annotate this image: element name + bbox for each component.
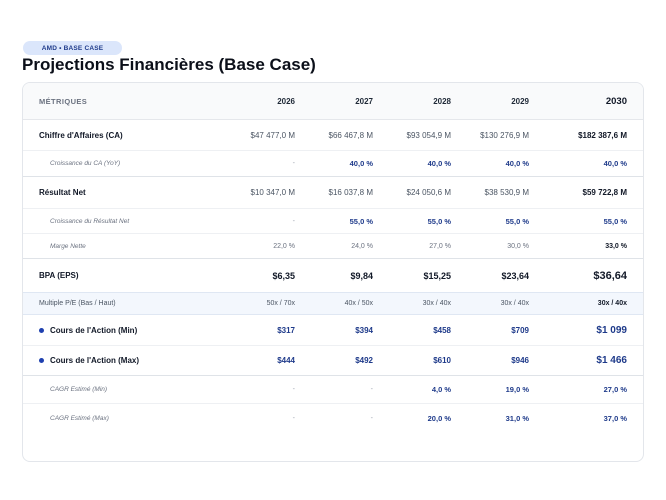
cell-2026: - [292, 217, 295, 225]
row-label: Multiple P/E (Bas / Haut) [39, 300, 116, 307]
row-label: Croissance du CA (YoY) [50, 160, 121, 167]
cell-2029: $38 530,9 M [484, 188, 529, 197]
cell-2029: 19,0 % [505, 385, 529, 394]
cell-2030: 40,0 % [603, 159, 627, 168]
header-year-2026: 2026 [277, 96, 295, 106]
cell-2027: 55,0 % [349, 216, 373, 226]
cell-2028: 55,0 % [427, 216, 451, 226]
table-row-pe-multiple: Multiple P/E (Bas / Haut) 50x / 70x 40x … [23, 292, 643, 315]
row-label: Marge Nette [50, 242, 86, 250]
projections-table: MÉTRIQUES 2026 2027 2028 2029 2030 Chiff… [22, 82, 644, 462]
cell-2030: $1 466 [596, 355, 627, 366]
table-row-ca-growth: Croissance du CA (YoY) - 40,0 % 40,0 % 4… [23, 151, 643, 177]
cell-2030: $59 722,8 M [582, 188, 627, 197]
row-label: Résultat Net [39, 188, 86, 197]
cell-2028: $458 [433, 325, 451, 335]
cell-2028: $93 054,9 M [406, 130, 451, 140]
row-label-wrap: Cours de l'Action (Min) [39, 315, 137, 345]
cell-2029: $23,64 [501, 270, 529, 281]
table-header: MÉTRIQUES 2026 2027 2028 2029 2030 [23, 83, 643, 120]
row-label: Chiffre d'Affaires (CA) [39, 130, 123, 140]
cell-2030: 37,0 % [603, 413, 627, 423]
cell-2029: 30,0 % [507, 242, 529, 250]
header-year-2028: 2028 [433, 96, 451, 106]
cell-2026: $444 [277, 356, 295, 365]
header-metrics-label: MÉTRIQUES [39, 96, 88, 106]
header-year-2029: 2029 [511, 96, 529, 106]
cell-2029: 30x / 40x [500, 300, 529, 307]
table-row-price-min: Cours de l'Action (Min) $317 $394 $458 $… [23, 315, 643, 346]
cell-2026: - [292, 386, 295, 393]
table-row-cagr-min: CAGR Estimé (Min) - - 4,0 % 19,0 % 27,0 … [23, 376, 643, 404]
cell-2028: $610 [433, 356, 451, 365]
cell-2030: 30x / 40x [597, 300, 627, 307]
table-row-eps: BPA (EPS) $6,35 $9,84 $15,25 $23,64 $36,… [23, 259, 643, 292]
table-row-net-income: Résultat Net $10 347,0 M $16 037,8 M $24… [23, 177, 643, 209]
cell-2030: $36,64 [593, 269, 627, 282]
row-label-wrap: Cours de l'Action (Max) [39, 346, 139, 375]
cell-2029: $946 [511, 356, 529, 365]
cell-2029: 40,0 % [505, 159, 529, 168]
cell-2027: 24,0 % [351, 242, 373, 250]
cell-2030: 55,0 % [603, 216, 627, 226]
cell-2028: 30x / 40x [422, 300, 451, 307]
cell-2027: - [370, 414, 373, 422]
cell-2030: $1 099 [596, 324, 627, 336]
cell-2026: 50x / 70x [266, 300, 295, 307]
cell-2026: - [292, 414, 295, 422]
row-label: Croissance du Résultat Net [50, 217, 130, 225]
cell-2030: $182 387,6 M [578, 130, 627, 140]
table-row-ca: Chiffre d'Affaires (CA) $47 477,0 M $66 … [23, 120, 643, 151]
cell-2027: $492 [355, 356, 373, 365]
bullet-dot-icon [39, 327, 44, 333]
row-label: Cours de l'Action (Min) [50, 325, 138, 335]
cell-2029: 31,0 % [505, 413, 529, 423]
cell-2026: 22,0 % [273, 242, 295, 250]
table-row-net-margin: Marge Nette 22,0 % 24,0 % 27,0 % 30,0 % … [23, 234, 643, 259]
cell-2028: 4,0 % [431, 385, 451, 394]
cell-2027: $9,84 [350, 270, 373, 281]
table-row-net-income-growth: Croissance du Résultat Net - 55,0 % 55,0… [23, 209, 643, 234]
cell-2028: $15,25 [423, 270, 451, 281]
cell-2027: 40,0 % [349, 159, 373, 168]
cell-2028: 20,0 % [427, 413, 451, 423]
cell-2026: $10 347,0 M [250, 188, 295, 197]
page-title: Projections Financières (Base Case) [22, 55, 316, 74]
cell-2027: - [370, 386, 373, 393]
cell-2026: $317 [277, 325, 295, 335]
cell-2027: $394 [355, 325, 373, 335]
row-label: CAGR Estimé (Min) [50, 386, 108, 393]
cell-2029: $709 [511, 325, 529, 335]
cell-2029: $130 276,9 M [480, 130, 529, 140]
cell-2026: $6,35 [272, 270, 295, 281]
row-label: CAGR Estimé (Max) [50, 414, 109, 422]
cell-2030: 33,0 % [605, 242, 627, 250]
cell-2027: $16 037,8 M [328, 188, 373, 197]
table-row-price-max: Cours de l'Action (Max) $444 $492 $610 $… [23, 346, 643, 376]
cell-2027: 40x / 50x [344, 300, 373, 307]
cell-2028: 40,0 % [427, 159, 451, 168]
cell-2029: 55,0 % [505, 216, 529, 226]
row-label: Cours de l'Action (Max) [50, 356, 140, 365]
bullet-dot-icon [39, 358, 44, 363]
header-year-2027: 2027 [355, 96, 373, 106]
scenario-badge: AMD • BASE CASE [23, 41, 122, 55]
cell-2026: $47 477,0 M [250, 130, 295, 140]
cell-2028: $24 050,6 M [406, 188, 451, 197]
cell-2030: 27,0 % [603, 385, 627, 394]
cell-2027: $66 467,8 M [328, 130, 373, 140]
table-row-cagr-max: CAGR Estimé (Max) - - 20,0 % 31,0 % 37,0… [23, 404, 643, 432]
row-label: BPA (EPS) [39, 271, 79, 280]
cell-2028: 27,0 % [429, 242, 451, 250]
cell-2026: - [292, 160, 295, 167]
header-year-2030: 2030 [605, 95, 627, 107]
